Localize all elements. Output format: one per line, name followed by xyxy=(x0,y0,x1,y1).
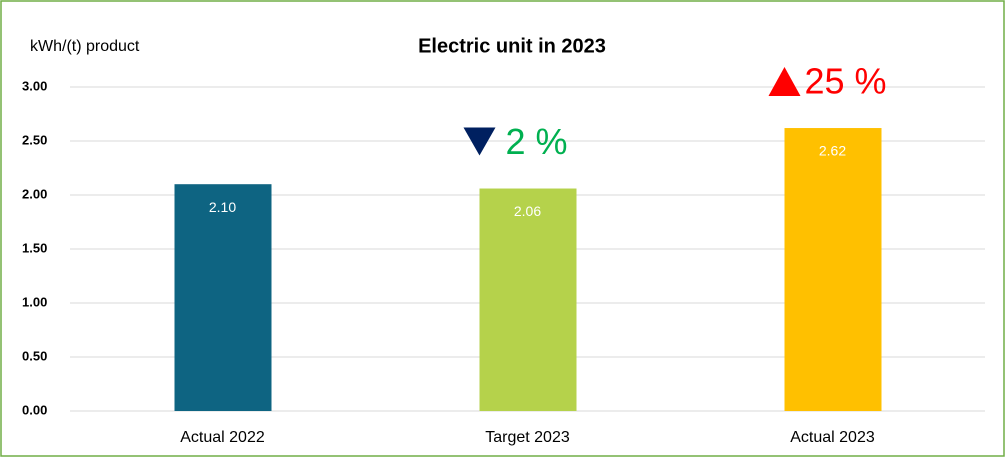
y-tick-label: 1.50 xyxy=(22,240,47,255)
y-tick-label: 0.50 xyxy=(22,348,47,363)
y-tick-label: 2.50 xyxy=(22,132,47,147)
y-tick-label: 3.00 xyxy=(22,78,47,93)
chart-title: Electric unit in 2023 xyxy=(418,35,606,57)
x-tick-label: Actual 2022 xyxy=(180,429,265,446)
annotation: 2 % xyxy=(506,121,568,162)
data-label: 2.06 xyxy=(514,203,541,219)
x-tick-label: Actual 2023 xyxy=(790,429,875,446)
data-label: 2.62 xyxy=(819,143,846,159)
y-tick-label: 1.00 xyxy=(22,294,47,309)
x-tick-label: Target 2023 xyxy=(485,429,570,446)
data-label: 2.10 xyxy=(209,199,236,215)
bar xyxy=(174,184,272,411)
y-tick-label: 2.00 xyxy=(22,186,47,201)
bar xyxy=(784,128,882,412)
y-axis-label: kWh/(t) product xyxy=(30,38,140,55)
y-tick-label: 0.00 xyxy=(22,402,47,417)
annotation-marker xyxy=(463,127,496,156)
bar xyxy=(479,188,577,411)
annotation: 25 % xyxy=(805,61,887,102)
annotation-marker xyxy=(768,67,801,97)
